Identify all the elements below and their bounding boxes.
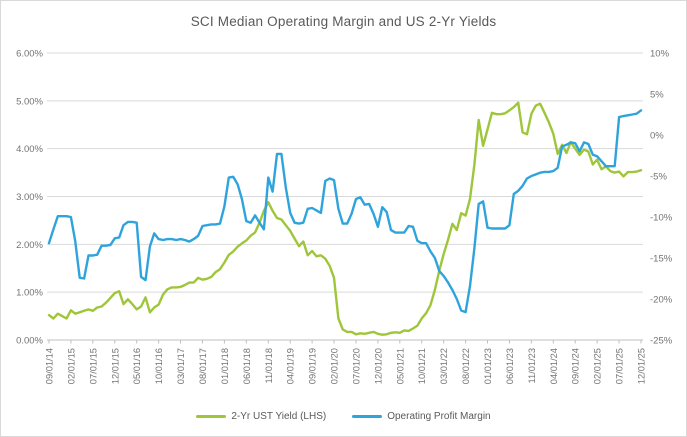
x-axis-tick-label: 06/01/18 <box>242 348 252 384</box>
x-axis-tick-label: 01/01/23 <box>483 348 493 384</box>
x-axis-tick-label: 07/01/15 <box>88 348 98 384</box>
legend-item-operating-profit-margin: Operating Profit Margin <box>352 411 491 422</box>
legend-line-swatch-blue <box>352 414 383 419</box>
y-axis-right-tick-label: 0% <box>650 131 664 142</box>
legend-label-2yr-ust-yield: 2-Yr UST Yield (LHS) <box>231 411 327 422</box>
x-axis-tick-label: 10/01/16 <box>154 348 164 384</box>
x-axis-tick-label: 04/01/19 <box>286 348 296 384</box>
x-axis-tick-label: 09/01/19 <box>308 348 318 384</box>
y-axis-right-tick-label: -20% <box>650 295 673 306</box>
x-axis-tick-label: 07/01/20 <box>351 348 361 384</box>
x-axis-tick-label: 09/01/24 <box>571 348 581 384</box>
x-axis-tick-label: 04/01/24 <box>549 348 559 384</box>
y-axis-left-tick-label: 6.00% <box>16 49 43 60</box>
y-axis-left-tick-label: 4.00% <box>16 144 43 155</box>
series-line-2-yr-ust-yield-lhs <box>47 101 643 336</box>
x-axis-tick-label: 02/01/15 <box>66 348 76 384</box>
x-axis-tick-label: 01/01/18 <box>220 348 230 384</box>
x-axis-tick-label: 03/01/17 <box>176 348 186 384</box>
x-axis-tick-label: 09/01/14 <box>45 348 55 384</box>
x-axis-tick-label: 08/01/22 <box>461 348 471 384</box>
x-axis-tick-label: 11/01/23 <box>527 348 537 384</box>
x-axis-tick-label: 02/01/20 <box>330 348 340 384</box>
y-axis-right-tick-label: -25% <box>650 336 673 347</box>
y-axis-right-tick-label: 5% <box>650 90 664 101</box>
y-axis-right-tick-label: -10% <box>650 213 673 224</box>
x-axis-tick-label: 12/01/25 <box>637 348 647 384</box>
y-axis-left-tick-label: 3.00% <box>16 192 43 203</box>
legend-item-2yr-ust-yield: 2-Yr UST Yield (LHS) <box>196 411 326 422</box>
x-axis-tick-label: 07/01/25 <box>615 348 625 384</box>
x-axis-tick-label: 02/01/25 <box>593 348 603 384</box>
legend-line-swatch-green <box>196 414 227 419</box>
x-axis-tick-label: 05/01/21 <box>395 348 405 384</box>
y-axis-left-tick-label: 0.00% <box>16 336 43 347</box>
x-axis-tick-label: 12/01/20 <box>373 348 383 384</box>
y-axis-right-tick-label: -5% <box>650 172 667 183</box>
y-axis-right-tick-label: 10% <box>650 49 670 60</box>
y-axis-left-tick-label: 5.00% <box>16 96 43 107</box>
y-axis-left-tick-label: 1.00% <box>16 288 43 299</box>
chart-title: SCI Median Operating Margin and US 2-Yr … <box>190 14 497 29</box>
x-axis-tick-label: 10/01/21 <box>417 348 427 384</box>
y-axis-right-tick-label: -15% <box>650 254 673 265</box>
y-axis-left-tick-label: 2.00% <box>16 240 43 251</box>
series-line-operating-profit-margin <box>47 109 643 314</box>
x-axis-tick-label: 12/01/15 <box>110 348 120 384</box>
legend: 2-Yr UST Yield (LHS) Operating Profit Ma… <box>1 411 686 422</box>
x-axis-tick-label: 11/01/18 <box>264 348 274 384</box>
x-axis-tick-label: 06/01/23 <box>505 348 515 384</box>
legend-label-operating-profit-margin: Operating Profit Margin <box>387 411 491 422</box>
x-axis-tick-label: 05/01/16 <box>132 348 142 384</box>
x-axis-tick-label: 03/01/22 <box>439 348 449 384</box>
x-axis-tick-label: 08/01/17 <box>198 348 208 384</box>
